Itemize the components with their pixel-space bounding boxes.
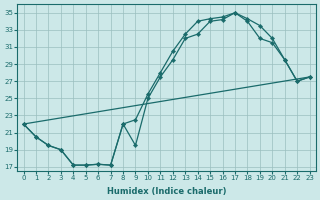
X-axis label: Humidex (Indice chaleur): Humidex (Indice chaleur) <box>107 187 226 196</box>
